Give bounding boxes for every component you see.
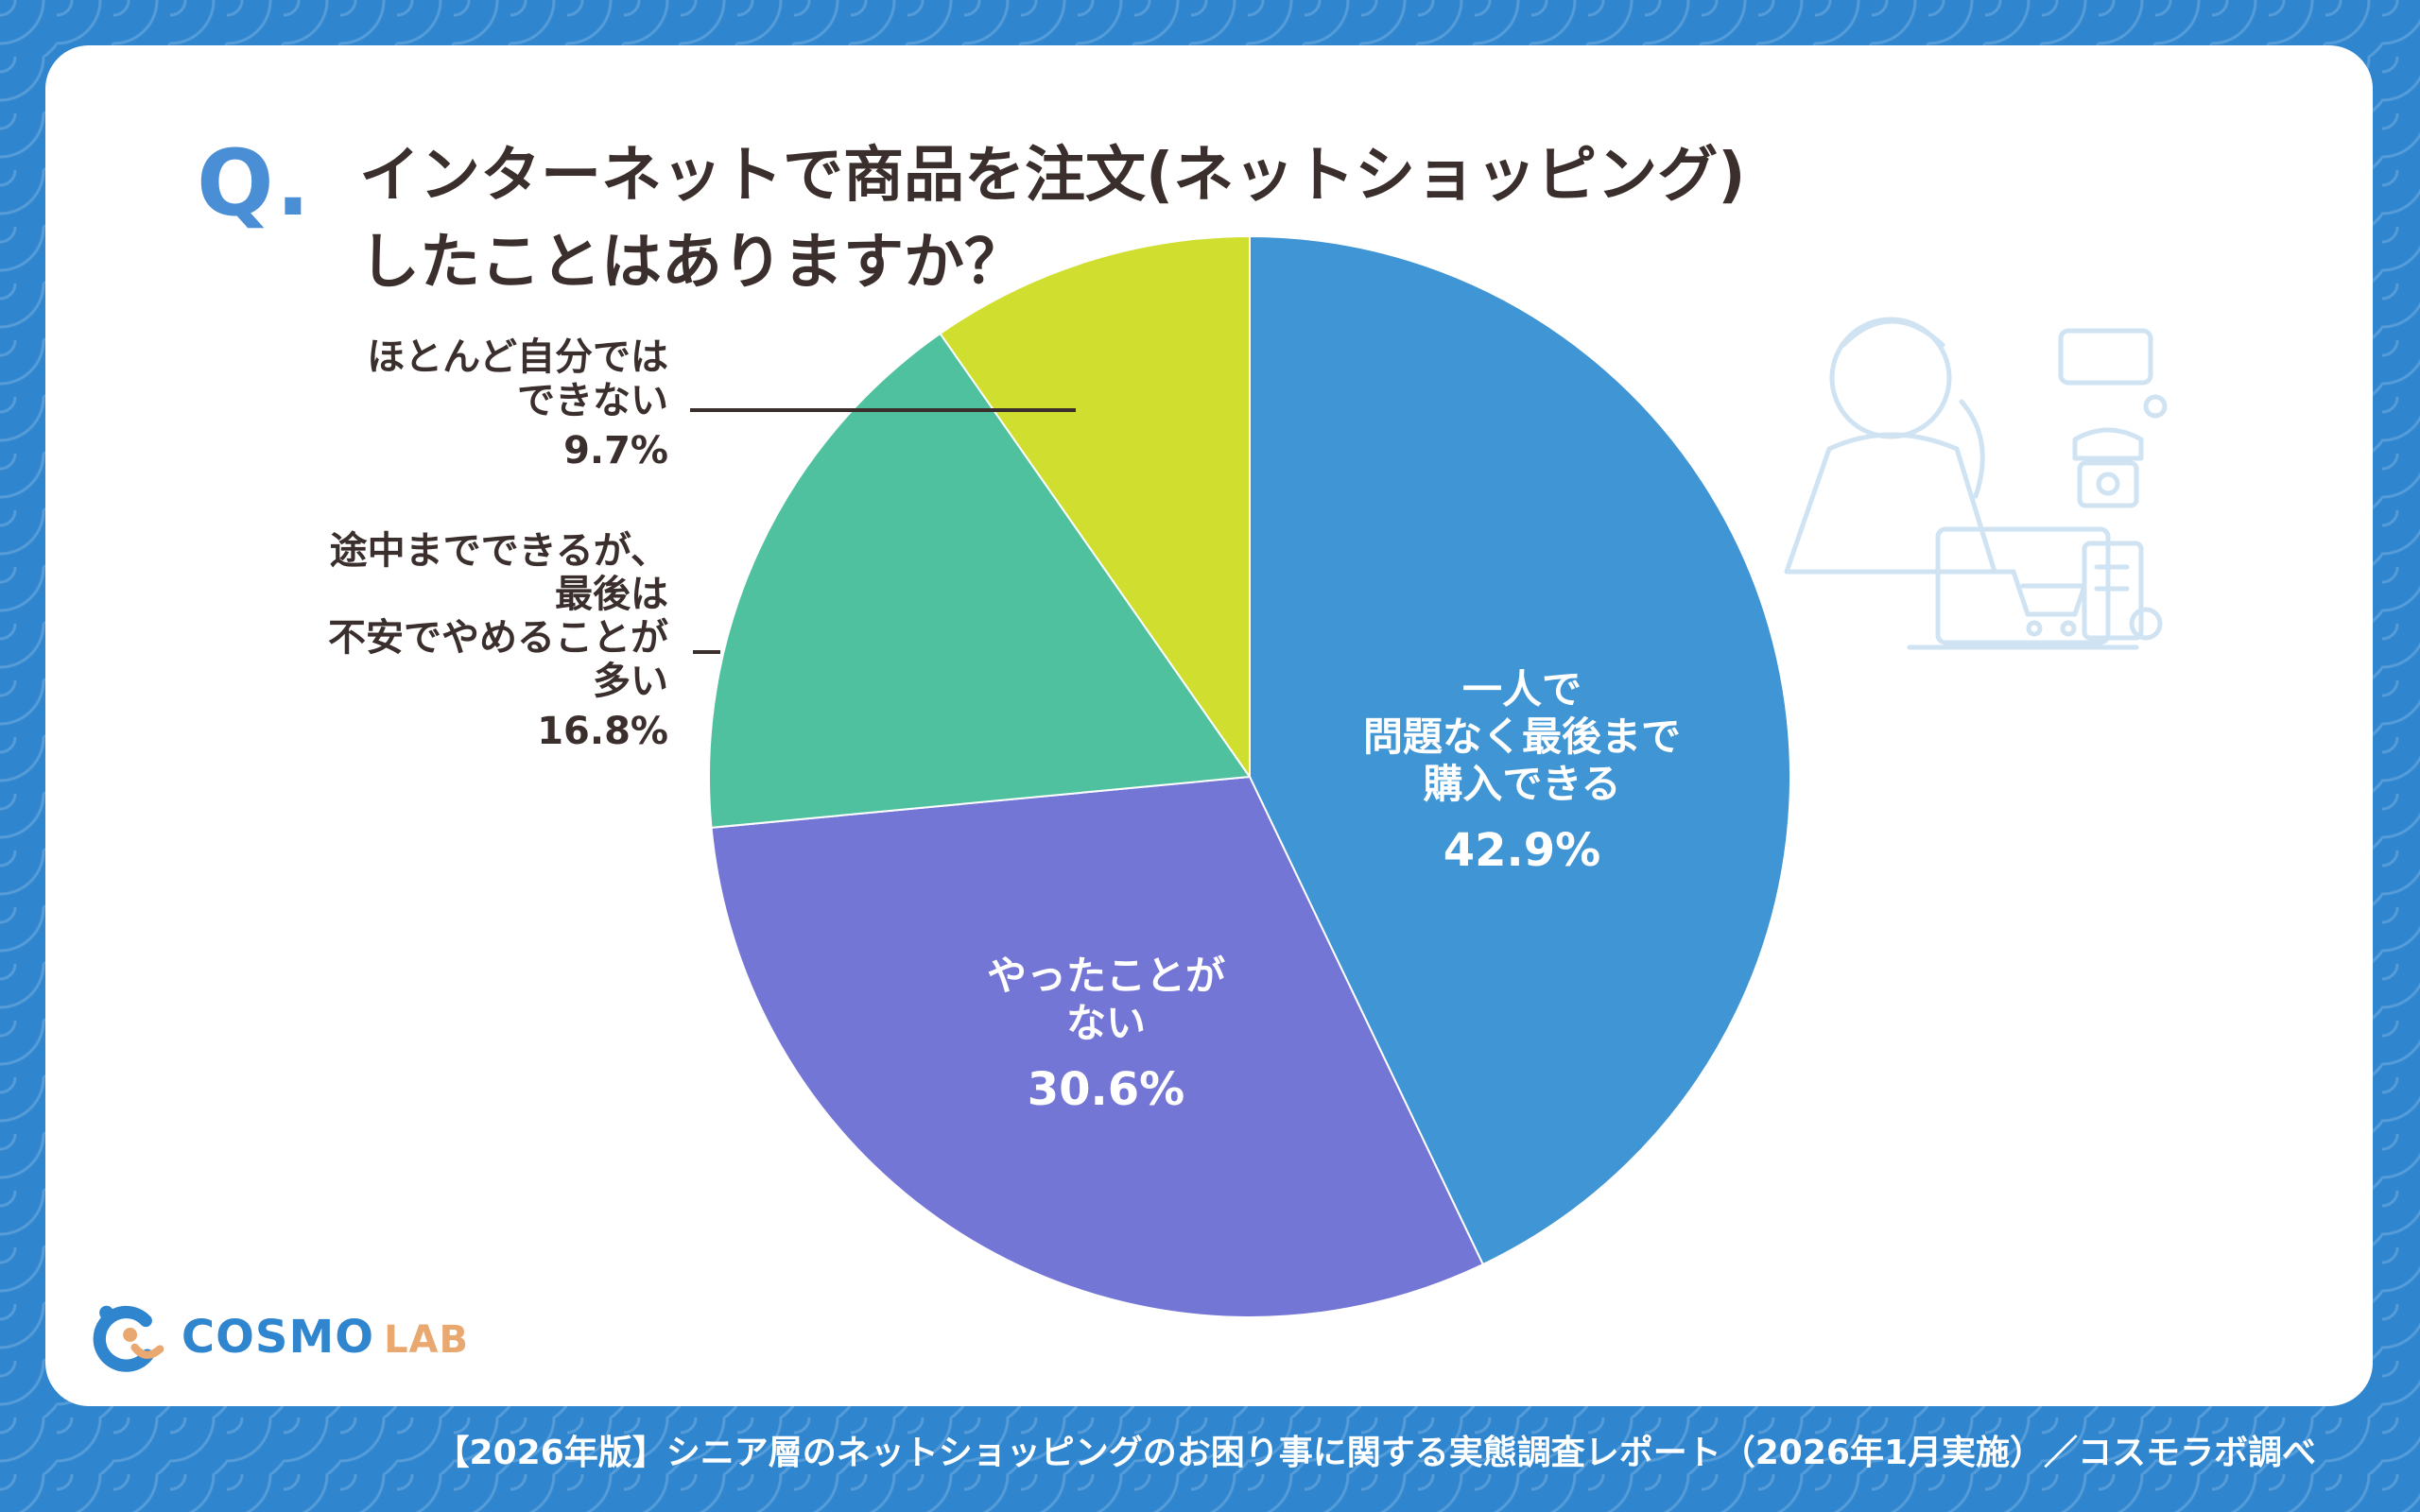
slice-label-alone: 一人で 問題なく最後まで 購入できる 42.9% bbox=[1286, 666, 1758, 893]
logo-wordmark: COSMO LAB bbox=[182, 1311, 469, 1364]
page-title: インターネットで商品を注文(ネットショッピング) したことはありますか？ bbox=[359, 141, 1746, 298]
slice-value-label: 42.9% bbox=[1443, 824, 1601, 877]
slice-label-partway: 途中までできるが、 最後は 不安でやめることが 多い 16.8% bbox=[328, 529, 668, 760]
slice-never bbox=[710, 775, 1485, 1318]
slice-value-label: 16.8% bbox=[537, 710, 668, 753]
logo-sub: LAB bbox=[384, 1318, 469, 1362]
logo-icon bbox=[93, 1305, 164, 1372]
slice-alone bbox=[1249, 234, 1791, 1266]
slice-partway bbox=[708, 332, 1252, 829]
question-mark: Q. bbox=[197, 130, 313, 236]
slice-label-never: やったことが ない 30.6% bbox=[870, 953, 1342, 1132]
slice-label-text: 一人で 問題なく最後まで 購入できる bbox=[1362, 666, 1681, 807]
slice-label-text: 途中までできるが、 最後は 不安でやめることが 多い bbox=[328, 529, 668, 703]
slice-value-label: 30.6% bbox=[1027, 1063, 1185, 1116]
senior-with-laptop-icon bbox=[1784, 317, 2168, 650]
cosmo-lab-logo: COSMO LAB bbox=[91, 1295, 469, 1380]
slice-label-text: やったことが ない bbox=[986, 953, 1225, 1046]
slice-label-text: ほとんど自分では できない bbox=[367, 335, 668, 422]
source-footer: 【2026年版】シニア層のネットショッピングのお困り事に関する実態調査レポート（… bbox=[435, 1434, 2316, 1472]
slice-value-label: 9.7% bbox=[563, 429, 668, 472]
slice-hardly bbox=[939, 234, 1251, 781]
logo-brand: COSMO bbox=[181, 1311, 375, 1364]
slice-label-hardly: ほとんど自分では できない 9.7% bbox=[367, 335, 668, 479]
